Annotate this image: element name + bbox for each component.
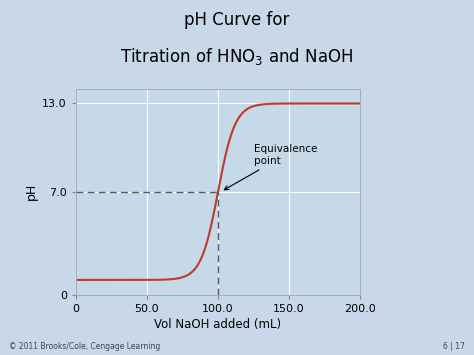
Text: © 2011 Brooks/Cole, Cengage Learning: © 2011 Brooks/Cole, Cengage Learning — [9, 343, 161, 351]
Text: Equivalence
point: Equivalence point — [224, 144, 317, 190]
Text: pH Curve for: pH Curve for — [184, 11, 290, 29]
X-axis label: Vol NaOH added (mL): Vol NaOH added (mL) — [155, 318, 282, 331]
Text: 6 | 17: 6 | 17 — [443, 343, 465, 351]
Y-axis label: pH: pH — [25, 183, 38, 200]
Text: Titration of HNO$_3$ and NaOH: Titration of HNO$_3$ and NaOH — [120, 46, 354, 67]
